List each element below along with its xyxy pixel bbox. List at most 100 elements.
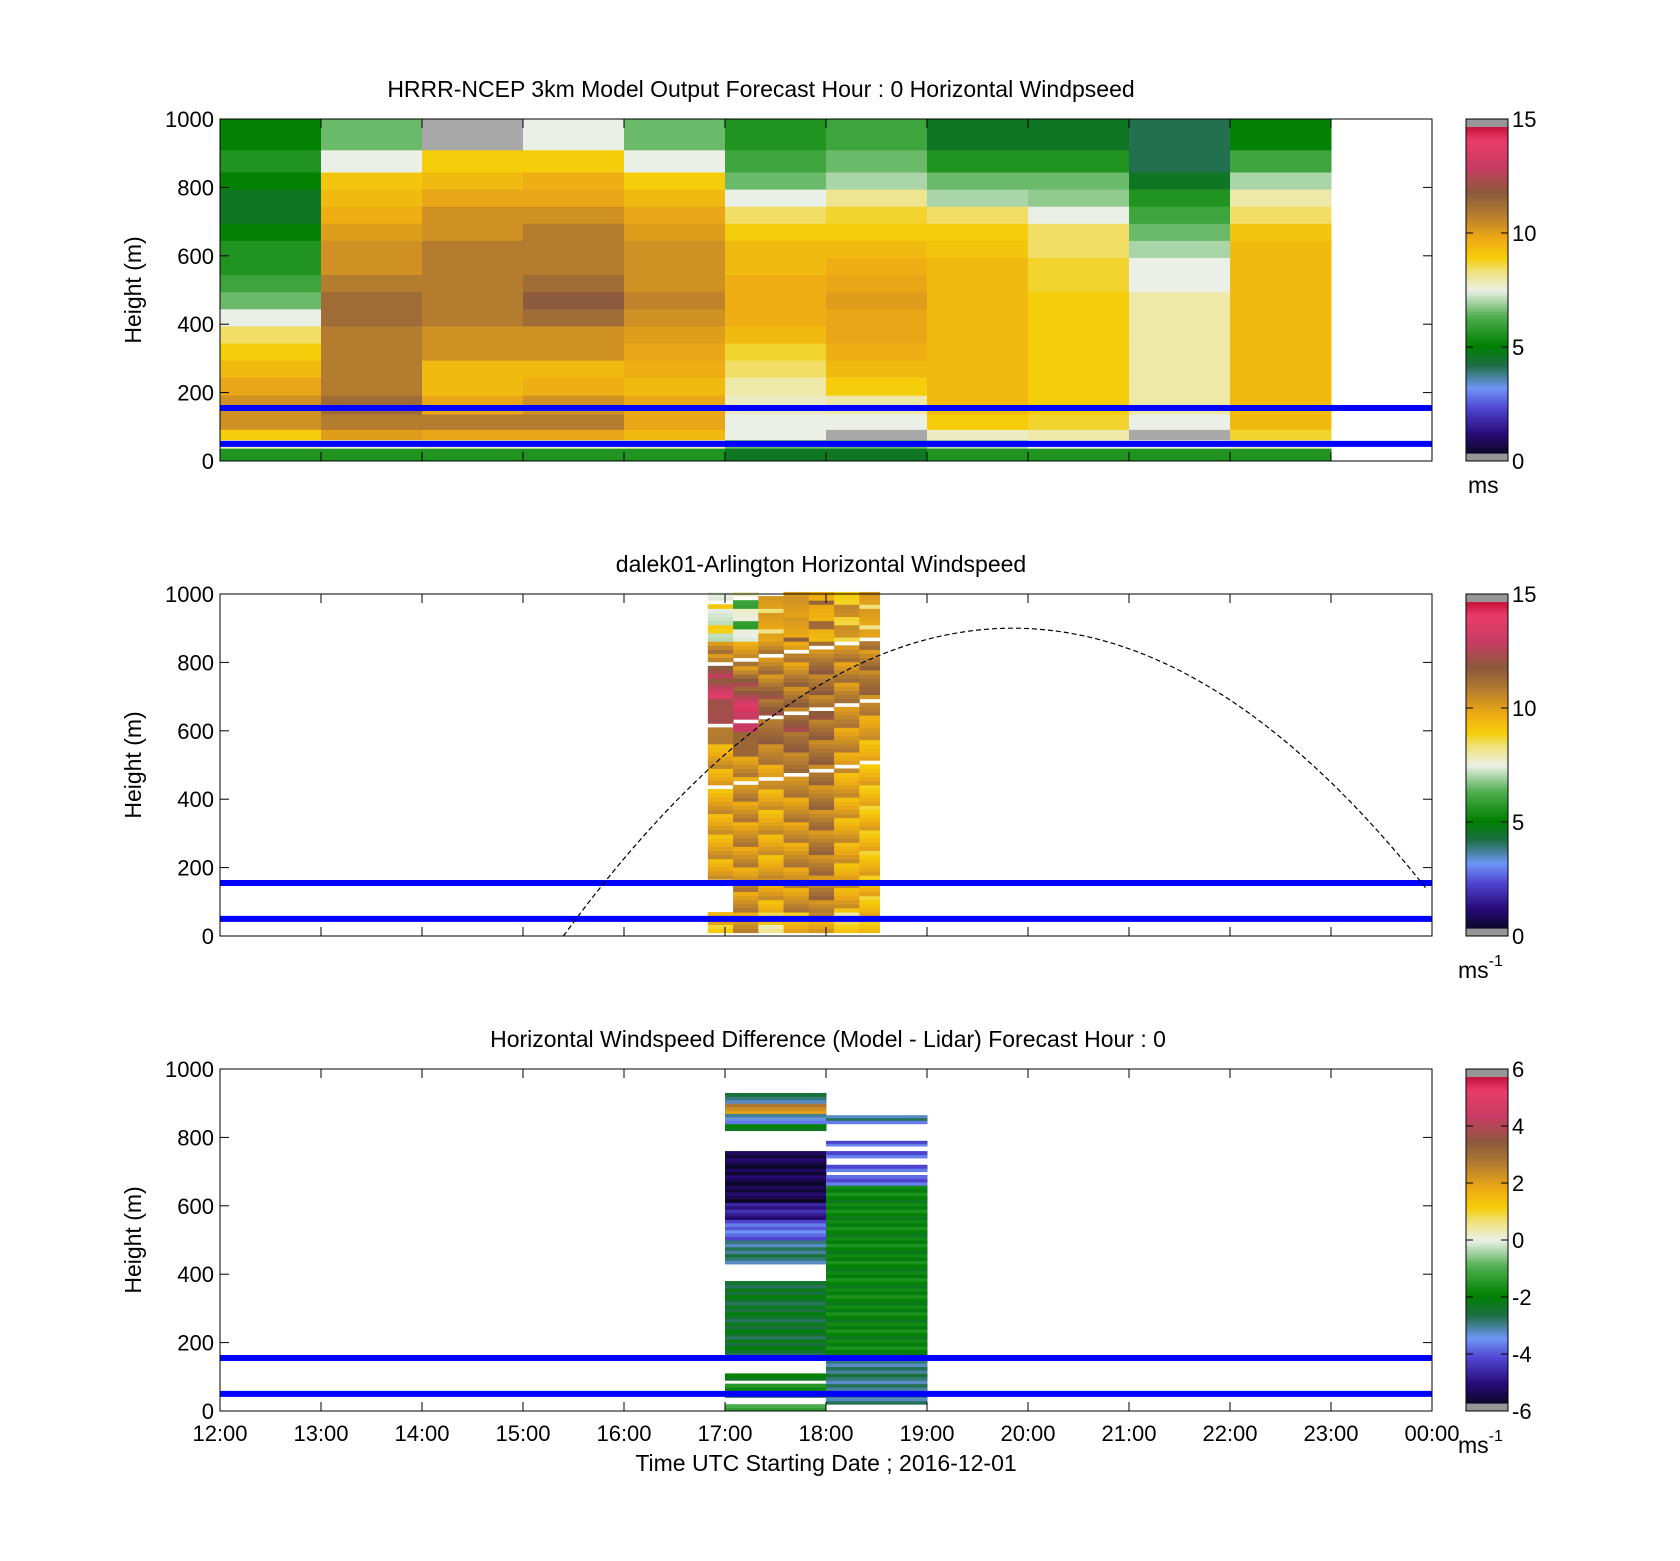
lidar-cell xyxy=(783,797,810,802)
colorbar-segment xyxy=(1466,642,1508,647)
colorbar-tick-label: -6 xyxy=(1512,1399,1532,1424)
lidar-cell xyxy=(808,674,835,679)
model-cell xyxy=(1028,206,1130,224)
lidar-cell xyxy=(707,682,734,687)
lidar-cell xyxy=(859,854,881,860)
colorbar-segment xyxy=(1466,1085,1508,1089)
lidar-cell xyxy=(783,628,810,634)
model-cell xyxy=(725,223,827,241)
lidar-cell xyxy=(859,846,881,851)
lidar-cell xyxy=(834,665,860,671)
colorbar-segment xyxy=(1466,870,1508,875)
difference-cell xyxy=(725,1284,827,1289)
lidar-cell xyxy=(834,756,860,761)
lidar-cell xyxy=(808,846,835,851)
lidar-cell xyxy=(859,752,881,757)
model-cell xyxy=(624,257,726,276)
model-cell xyxy=(826,274,928,293)
colorbar-segment xyxy=(1466,737,1508,742)
colorbar-segment xyxy=(1466,260,1508,264)
lidar-cell xyxy=(707,690,734,696)
difference-cell xyxy=(725,1328,827,1333)
y-tick-label: 1000 xyxy=(165,107,214,132)
lidar-cell xyxy=(783,723,810,728)
lidar-cell xyxy=(707,834,734,839)
model-cell xyxy=(321,257,423,276)
colorbar-segment xyxy=(1466,887,1508,891)
lidar-cell xyxy=(707,871,734,876)
lidar-cell xyxy=(707,641,734,646)
colorbar-segment xyxy=(1466,1256,1508,1260)
model-cell xyxy=(523,360,625,378)
colorbar-segment xyxy=(1466,664,1508,668)
lidar-cell xyxy=(733,690,759,696)
difference-cell xyxy=(725,1164,827,1169)
difference-cell xyxy=(725,1240,827,1244)
colorbar-segment xyxy=(1466,1383,1508,1388)
lidar-cell xyxy=(783,809,810,815)
lidar-cell xyxy=(733,866,759,872)
model-cell xyxy=(422,325,524,344)
colorbar-segment xyxy=(1466,1215,1508,1219)
y-tick-label: 800 xyxy=(177,175,214,200)
lidar-cell xyxy=(758,760,785,765)
lidar-cell xyxy=(758,612,785,618)
difference-cell xyxy=(725,1229,827,1234)
lidar-cell xyxy=(783,920,810,925)
model-cell xyxy=(624,274,726,293)
panel-lidar-cells xyxy=(707,591,881,934)
model-cell xyxy=(523,343,625,361)
colorbar-segment xyxy=(1466,911,1508,916)
lidar-cell xyxy=(707,731,734,737)
colorbar-segment xyxy=(1466,292,1508,297)
colorbar-tick-label: 10 xyxy=(1512,696,1536,721)
colorbar-segment xyxy=(1466,604,1508,609)
difference-cell xyxy=(826,1115,928,1119)
lidar-cell xyxy=(859,899,881,905)
colorbar-segment xyxy=(1466,868,1508,872)
lidar-cell xyxy=(808,764,835,769)
model-cell xyxy=(826,149,928,173)
lidar-cell xyxy=(733,710,759,716)
lidar-cell xyxy=(783,752,810,757)
model-cell xyxy=(927,257,1029,276)
colorbar-tick-label: -4 xyxy=(1512,1342,1532,1367)
lidar-cell xyxy=(707,821,734,827)
colorbar-segment xyxy=(1466,368,1508,373)
lidar-cell xyxy=(707,616,734,622)
lidar-cell xyxy=(808,735,835,741)
lidar-cell xyxy=(758,731,785,737)
lidar-cell xyxy=(834,698,860,704)
colorbar-segment xyxy=(1466,1218,1508,1222)
lidar-cell xyxy=(783,846,810,851)
lidar-cell xyxy=(758,797,785,802)
colorbar-segment xyxy=(1466,1302,1508,1306)
panel-lidar-ylabel: Height (m) xyxy=(120,711,146,818)
colorbar-segment xyxy=(1466,1120,1508,1124)
colorbar-segment xyxy=(1466,1329,1508,1333)
colorbar-segment xyxy=(1466,683,1508,687)
colorbar-segment xyxy=(1466,1305,1508,1309)
panel-lidar-reference-lines xyxy=(220,879,1432,922)
colorbar-segment xyxy=(1466,908,1508,913)
model-cell xyxy=(523,413,625,430)
panel-difference-colorbar-unit: ms-1 xyxy=(1458,1428,1503,1458)
colorbar-segment xyxy=(1466,892,1508,896)
lidar-cell xyxy=(834,686,860,691)
colorbar-segment xyxy=(1466,803,1508,807)
colorbar-segment xyxy=(1466,645,1508,649)
colorbar-tick-label: 15 xyxy=(1512,107,1536,132)
lidar-cell xyxy=(707,866,734,872)
lidar-cell xyxy=(733,669,759,675)
lidar-cell xyxy=(733,854,759,860)
colorbar-segment xyxy=(1466,1169,1508,1173)
colorbar-segment xyxy=(1466,314,1508,318)
lidar-cell xyxy=(783,661,810,667)
lidar-cell xyxy=(758,735,785,741)
difference-cell xyxy=(826,1140,928,1144)
colorbar-segment xyxy=(1466,637,1508,641)
colorbar-segment xyxy=(1466,1343,1508,1347)
difference-cell xyxy=(826,1117,928,1121)
colorbar-segment xyxy=(1466,1188,1508,1192)
lidar-cell xyxy=(808,608,835,613)
